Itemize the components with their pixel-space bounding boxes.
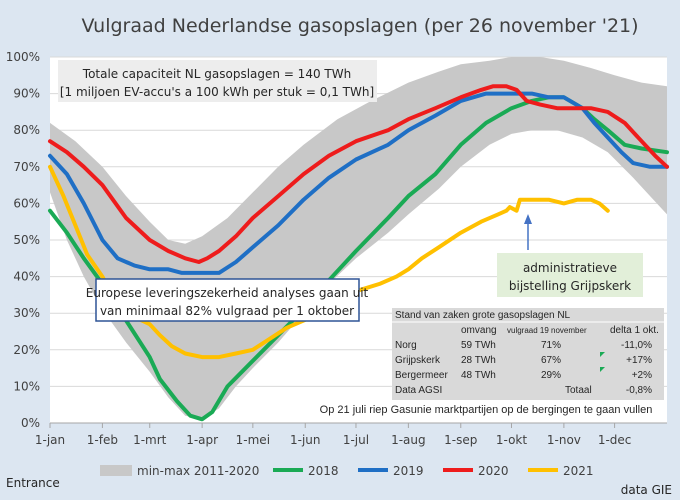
y-tick-label: 90% bbox=[13, 87, 40, 101]
y-tick-label: 0% bbox=[21, 416, 40, 430]
x-tick-label: 1-sep bbox=[444, 433, 477, 447]
europe-box bbox=[95, 278, 360, 322]
table-row-name: Norg bbox=[395, 340, 417, 351]
legend-label-band: min-max 2011-2020 bbox=[137, 464, 259, 478]
footer-left: Entrance bbox=[6, 476, 60, 490]
x-tick-label: 1-apr bbox=[186, 433, 218, 447]
legend-label-2021: 2021 bbox=[563, 464, 594, 478]
y-tick-label: 60% bbox=[13, 196, 40, 210]
x-axis-ticks: 1-jan 1-feb 1-mrt 1-apr 1-mei 1-jun 1-jul 1-aug… bbox=[35, 423, 632, 447]
x-tick-label: 1-jul bbox=[343, 433, 369, 447]
table-title: Stand van zaken grote gasopslagen NL bbox=[395, 310, 571, 321]
table-row-vulgraad: 67% bbox=[541, 355, 561, 366]
table-row-vulgraad: 29% bbox=[541, 370, 561, 381]
table-total-value: -0,8% bbox=[626, 385, 652, 396]
legend: min-max 2011-2020 2018 2019 2020 2021 bbox=[100, 464, 594, 478]
x-tick-label: 1-jan bbox=[35, 433, 65, 447]
legend-label-2018: 2018 bbox=[308, 464, 339, 478]
x-tick-label: 1-dec bbox=[598, 433, 632, 447]
table-header-omvang: omvang bbox=[461, 325, 497, 336]
x-tick-label: 1-feb bbox=[87, 433, 118, 447]
status-table bbox=[392, 308, 664, 400]
x-tick-label: 1-mei bbox=[236, 433, 270, 447]
series-line-2019 bbox=[48, 91, 669, 275]
y-axis-ticks: 0% 10% 20% 30% 40% 50% 60% 70% 80% 90% 100% bbox=[6, 50, 40, 430]
x-tick-label: 1-aug bbox=[391, 433, 426, 447]
y-tick-label: 40% bbox=[13, 270, 40, 284]
y-tick-label: 100% bbox=[6, 50, 40, 64]
table-row-omvang: 28 TWh bbox=[461, 355, 496, 366]
legend-label-2020: 2020 bbox=[478, 464, 509, 478]
admin-line-2: bijstelling Grijpskerk bbox=[509, 279, 631, 293]
min-max-band bbox=[50, 57, 667, 420]
y-tick-label: 10% bbox=[13, 379, 40, 393]
table-row-name: Grijpskerk bbox=[395, 355, 441, 366]
table-note: Op 21 juli riep Gasunie marktpartijen op… bbox=[320, 404, 653, 416]
legend-label-2019: 2019 bbox=[393, 464, 424, 478]
table-row-omvang: 59 TWh bbox=[461, 340, 496, 351]
table-total-label: Totaal bbox=[565, 385, 592, 396]
table-cell-marker-icon bbox=[600, 367, 605, 372]
europe-line-2: van minimaal 82% vulgraad per 1 oktober bbox=[100, 304, 354, 318]
x-tick-label: 1-mrt bbox=[133, 433, 167, 447]
table-agsi-label: Data AGSI bbox=[395, 385, 442, 396]
chart-title: Vulgraad Nederlandse gasopslagen (per 26… bbox=[81, 15, 638, 37]
y-tick-label: 20% bbox=[13, 343, 40, 357]
legend-swatch-band bbox=[100, 465, 132, 476]
y-tick-label: 50% bbox=[13, 233, 40, 247]
x-tick-label: 1-okt bbox=[496, 433, 527, 447]
table-row-vulgraad: 71% bbox=[541, 340, 561, 351]
x-tick-label: 1-nov bbox=[547, 433, 581, 447]
capacity-line-1: Totale capaciteit NL gasopslagen = 140 T… bbox=[82, 67, 351, 81]
table-row-name: Bergermeer bbox=[395, 370, 448, 381]
admin-line-1: administratieve bbox=[523, 261, 617, 275]
table-row-delta: +2% bbox=[632, 370, 652, 381]
table-header-delta: delta 1 okt. bbox=[610, 325, 659, 336]
table-row-omvang: 48 TWh bbox=[461, 370, 496, 381]
admin-box bbox=[497, 253, 643, 297]
europe-line-1: Europese leveringszekerheid analyses gaa… bbox=[86, 286, 369, 300]
capacity-box bbox=[58, 60, 377, 102]
table-row-delta: +17% bbox=[626, 355, 652, 366]
table-header-vulgraad: vulgraad 19 november bbox=[507, 326, 587, 335]
series-line-2020 bbox=[48, 84, 669, 264]
footer-right: data GIE bbox=[621, 483, 672, 497]
table-cell-marker-icon bbox=[600, 352, 605, 357]
admin-arrow-head bbox=[524, 214, 532, 224]
y-tick-label: 80% bbox=[13, 123, 40, 137]
y-tick-label: 70% bbox=[13, 160, 40, 174]
y-tick-label: 30% bbox=[13, 306, 40, 320]
table-row-delta: -11,0% bbox=[621, 340, 652, 351]
x-tick-label: 1-jun bbox=[290, 433, 321, 447]
table-note-box bbox=[310, 400, 662, 418]
capacity-line-2: [1 miljoen EV-accu's a 100 kWh per stuk … bbox=[60, 85, 374, 99]
